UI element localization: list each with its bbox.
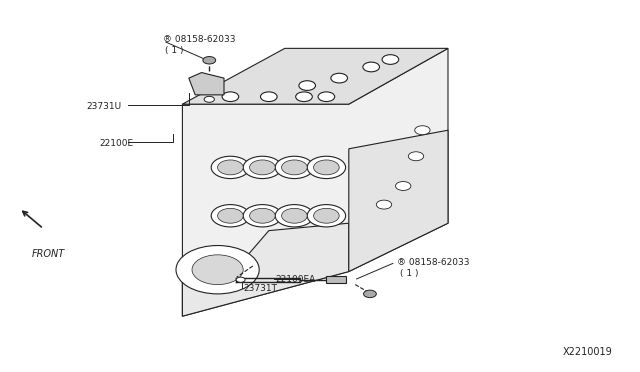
Circle shape <box>282 160 307 175</box>
Text: 22100E: 22100E <box>99 139 133 148</box>
Circle shape <box>243 205 282 227</box>
Circle shape <box>415 126 430 135</box>
Circle shape <box>243 156 282 179</box>
Circle shape <box>275 156 314 179</box>
Polygon shape <box>182 223 349 316</box>
Circle shape <box>363 62 380 72</box>
Circle shape <box>222 92 239 102</box>
Circle shape <box>211 156 250 179</box>
Circle shape <box>250 160 275 175</box>
Circle shape <box>192 255 243 285</box>
Circle shape <box>364 290 376 298</box>
Circle shape <box>260 92 277 102</box>
Circle shape <box>408 152 424 161</box>
Circle shape <box>314 160 339 175</box>
Circle shape <box>314 208 339 223</box>
Circle shape <box>318 92 335 102</box>
Circle shape <box>204 96 214 102</box>
Circle shape <box>203 57 216 64</box>
Text: FRONT: FRONT <box>31 249 65 259</box>
Polygon shape <box>349 130 448 272</box>
Circle shape <box>211 205 250 227</box>
Circle shape <box>236 277 245 282</box>
Text: ® 08158-62033: ® 08158-62033 <box>397 258 469 267</box>
Polygon shape <box>182 48 448 104</box>
Circle shape <box>275 205 314 227</box>
Circle shape <box>307 156 346 179</box>
Circle shape <box>396 182 411 190</box>
Circle shape <box>218 160 243 175</box>
Text: 22100EA: 22100EA <box>275 275 316 283</box>
Circle shape <box>218 208 243 223</box>
Circle shape <box>282 208 307 223</box>
Circle shape <box>331 73 348 83</box>
Polygon shape <box>182 48 448 316</box>
Text: ( 1 ): ( 1 ) <box>400 269 419 278</box>
Circle shape <box>296 92 312 102</box>
Circle shape <box>307 205 346 227</box>
Text: ® 08158-62033: ® 08158-62033 <box>163 35 236 44</box>
Text: 23731U: 23731U <box>86 102 122 110</box>
Text: ( 1 ): ( 1 ) <box>165 46 184 55</box>
Circle shape <box>299 81 316 90</box>
Circle shape <box>382 55 399 64</box>
Polygon shape <box>326 276 346 283</box>
Text: X2210019: X2210019 <box>563 347 613 357</box>
Polygon shape <box>189 73 224 95</box>
Circle shape <box>176 246 259 294</box>
Text: 23731T: 23731T <box>243 284 277 293</box>
Circle shape <box>376 200 392 209</box>
Circle shape <box>250 208 275 223</box>
